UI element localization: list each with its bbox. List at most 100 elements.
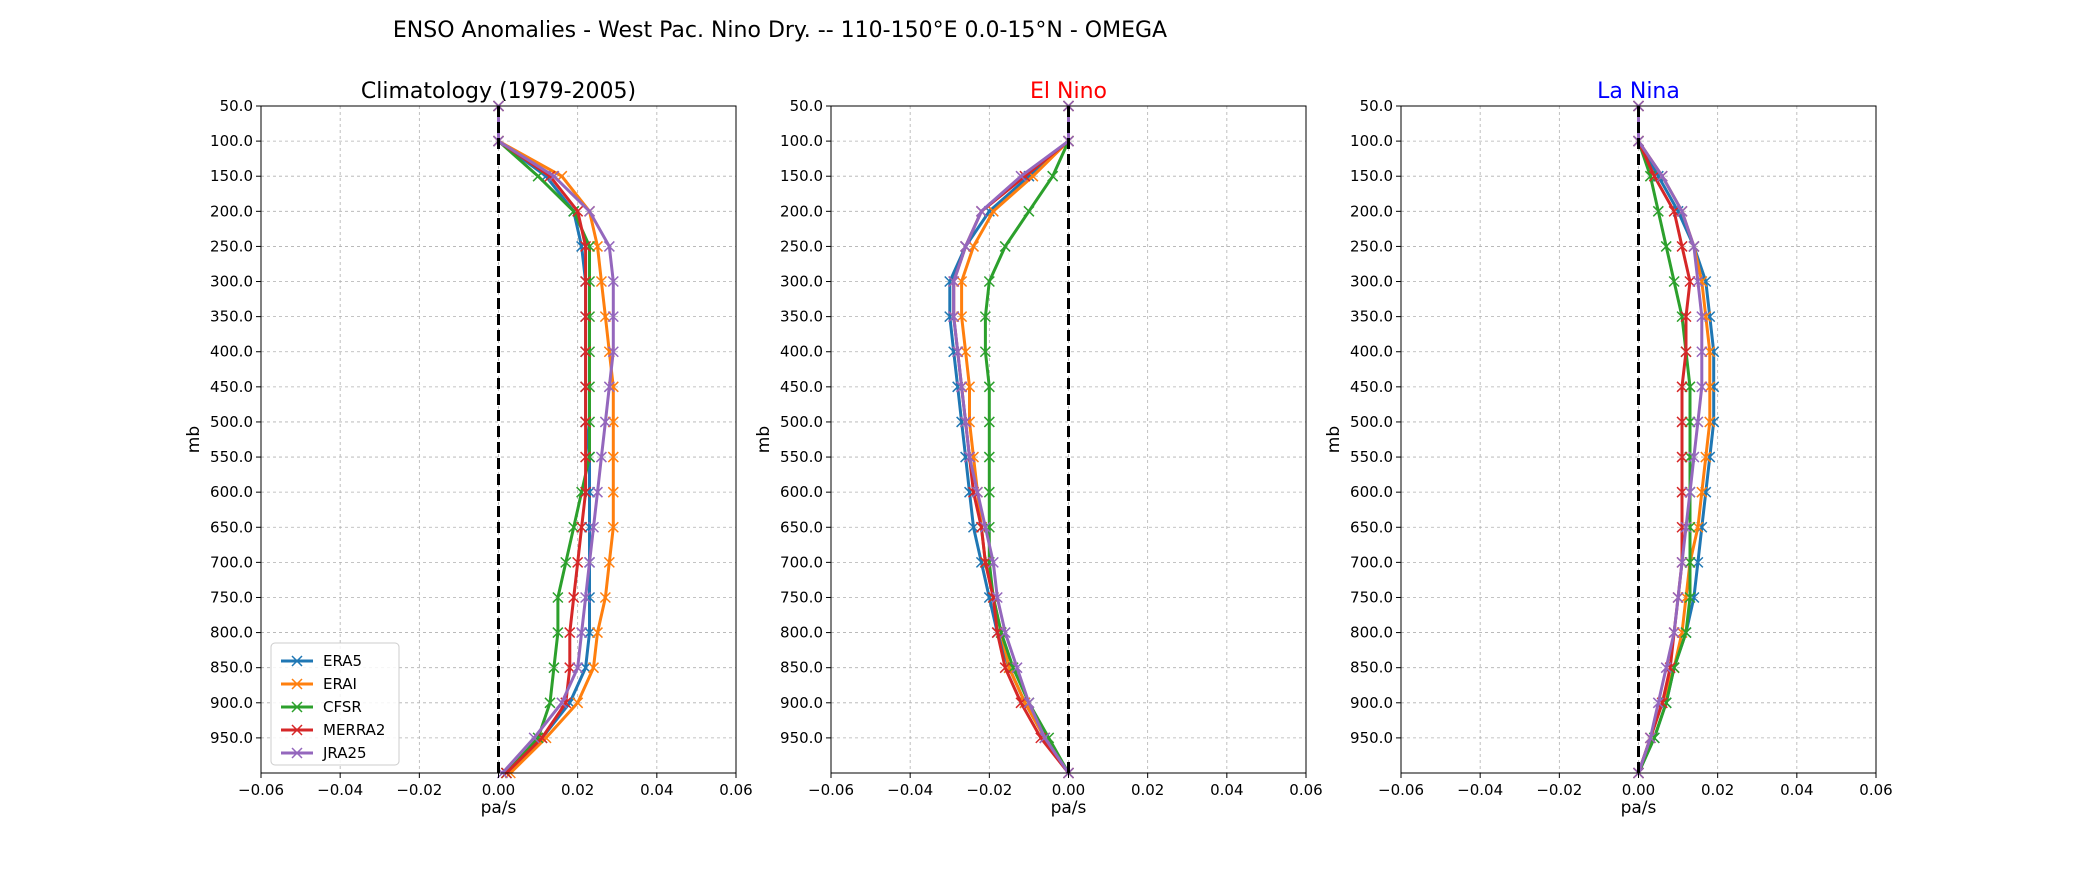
y-tick-label: 700.0 [1350,553,1393,571]
y-tick-label: 100.0 [1350,132,1393,150]
legend-item-merra2: MERRA2 [281,721,385,739]
data-point [983,416,995,428]
data-point [1668,205,1680,217]
panel-1: −0.06 −0.04 −0.02 0.00 0.02 0.04 0.06 pa/s 50.0 1… [184,79,753,818]
data-point [536,732,548,744]
data-point [1652,205,1664,217]
x-tick-label: 0.06 [1289,781,1322,799]
data-point [1684,381,1696,393]
y-tick-label: 950.0 [780,729,823,747]
x-axis: −0.06 −0.04 −0.02 0.00 0.02 0.04 0.06 pa/s [808,773,1323,818]
data-point [1676,381,1688,393]
legend-item-era5: ERA5 [281,652,362,670]
data-point [580,381,592,393]
y-tick-label: 300.0 [210,273,253,291]
data-point [1019,170,1031,182]
y-tick-label: 400.0 [1350,343,1393,361]
data-point [603,381,615,393]
data-point [291,655,303,667]
y-axis-label: mb [184,426,204,453]
data-point [1660,240,1672,252]
data-point [979,521,991,533]
grid [1400,105,1877,773]
data-point [960,240,972,252]
series-line [1637,106,1692,774]
data-point [967,521,980,533]
series-group [492,100,619,779]
data-point [1696,486,1708,498]
data-point [580,486,592,498]
data-point [291,724,303,736]
data-point [1680,627,1692,639]
data-point [987,556,999,568]
data-point [1692,275,1704,288]
data-point [960,346,972,358]
data-point [960,416,972,428]
data-point [1039,732,1051,744]
data-point [552,591,564,604]
series-cfsr [492,100,596,779]
y-axis-label: mb [754,426,774,453]
y-tick-label: 600.0 [1350,483,1393,501]
y-tick-label: 600.0 [780,483,823,501]
data-point [595,275,607,288]
data-point [979,346,991,358]
series-line [983,106,1070,774]
y-tick-label: 150.0 [1350,167,1393,185]
x-tick-label: 0.00 [1052,781,1085,799]
data-point [1015,170,1027,182]
y-tick-label: 250.0 [780,237,823,255]
y-tick-label: 900.0 [780,694,823,712]
legend-label: ERA5 [323,652,362,670]
series-line [952,106,1070,774]
x-tick-label: 0.04 [640,781,673,799]
series-line [497,106,615,775]
x-tick-label: 0.02 [561,781,594,799]
series-jra25 [1632,100,1708,779]
data-point [948,275,960,288]
data-point [1692,556,1704,568]
data-point [1676,240,1688,252]
data-point [580,662,592,674]
data-point [580,275,592,288]
data-point [983,451,995,463]
data-point [1684,416,1696,428]
data-point [587,521,600,533]
x-axis-label: pa/s [1051,798,1087,818]
y-tick-label: 50.0 [220,97,253,115]
legend-label: CFSR [323,698,362,716]
series-group [944,100,1075,779]
y-tick-label: 800.0 [780,624,823,642]
x-tick-label: −0.02 [966,781,1012,799]
y-tick-label: 650.0 [210,518,253,536]
y-tick-label: 600.0 [210,483,253,501]
x-tick-label: 0.00 [1622,781,1655,799]
data-point [1704,381,1716,393]
data-point [591,627,603,639]
y-tick-label: 500.0 [1350,413,1393,431]
data-point [580,451,592,463]
data-point [572,556,584,568]
data-point [1656,170,1668,182]
data-point [952,346,964,358]
data-point [1684,591,1696,604]
y-tick-label: 850.0 [780,659,823,677]
data-point [956,311,968,323]
data-point [564,662,576,674]
data-point [560,556,572,568]
data-point [975,205,987,217]
series-line [960,106,1070,774]
x-tick-label: −0.02 [396,781,442,799]
data-point [291,678,303,690]
legend: ERA5 ERAI CFSR MERRA2 JRA25 [270,642,400,766]
data-point [587,662,600,674]
data-point [1676,205,1688,217]
data-point [1676,416,1688,428]
y-tick-label: 650.0 [1350,518,1393,536]
data-point [1668,627,1680,639]
series-line [1637,106,1704,774]
legend-item-jra25: JRA25 [281,744,367,762]
data-point [544,697,556,709]
x-tick-label: 0.04 [1210,781,1243,799]
